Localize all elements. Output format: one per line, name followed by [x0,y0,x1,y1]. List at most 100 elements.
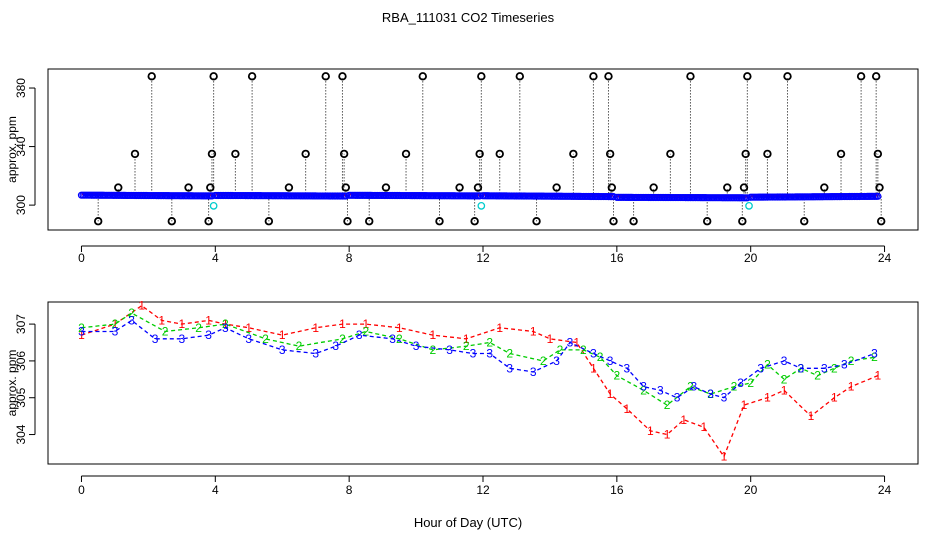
spike-marker [455,183,464,192]
spike-marker [167,217,177,226]
series-2-line [81,312,875,406]
series-3-marker: 3 [128,313,135,327]
spike-marker [365,217,374,226]
top-axes: 0 4 8 12 16 20 24 300 340 380 [14,78,892,265]
series-1-marker: 1 [429,328,436,342]
spike-marker [204,217,213,226]
series-2-marker: 2 [128,306,135,320]
spike-marker [206,183,215,192]
spike-marker [207,149,217,159]
series-1-marker: 1 [530,324,537,338]
bottom-y-tick-label: 306 [14,351,28,371]
series-1-marker: 1 [245,321,252,335]
series-3-marker: 3 [757,361,764,375]
series-1-marker: 1 [680,413,687,427]
top-x-tick-label: 20 [744,251,758,265]
series-1-marker: 1 [496,321,503,335]
calibration-point [477,202,486,210]
spike-marker [495,149,504,159]
spike-marker [876,217,886,226]
top-panel: 0 4 8 12 16 20 24 300 340 380 approx. ppm [5,68,919,265]
top-x-tick-label: 8 [346,251,353,265]
bottom-x-tick-label: 12 [476,483,490,497]
series-1-marker: 1 [112,317,119,331]
top-data-point [743,194,751,202]
series-1-marker: 1 [781,383,788,397]
top-x-tick-label: 4 [212,251,219,265]
series-3-marker: 3 [798,361,805,375]
spike-marker [589,72,598,81]
series-1-marker: 1 [607,387,614,401]
bottom-y-axis-label: approx. ppm [5,350,19,417]
series-2-marker: 2 [463,339,470,353]
series-1-marker: 1 [590,361,597,375]
spike-marker [609,217,618,226]
series-3-marker: 3 [590,347,597,361]
series-3-marker: 3 [553,354,560,368]
series-3-marker: 3 [821,361,828,375]
top-x-tick-label: 16 [610,251,624,265]
spike-marker [247,72,257,81]
series-2-marker: 2 [814,369,821,383]
top-y-tick-label: 340 [14,136,28,156]
series-3-marker: 3 [624,361,631,375]
bottom-x-tick-label: 16 [610,483,624,497]
spike-marker [856,72,866,81]
series-1-marker: 1 [78,328,85,342]
top-y-tick-label: 380 [14,78,28,98]
series-1-marker: 1 [363,317,370,331]
spike-marker [871,72,881,81]
spike-marker [130,149,140,159]
series-1-marker: 1 [875,369,882,383]
series-2-marker: 2 [78,321,85,335]
bottom-x-tick-label: 8 [346,483,353,497]
series-2-marker: 2 [540,354,547,368]
spike-marker [284,183,294,192]
spike-marker [515,72,525,81]
spike-marker [836,149,846,159]
spike-marker [231,149,240,159]
series-1-marker: 1 [222,317,229,331]
series-3-marker: 3 [112,324,119,338]
series-2-marker: 2 [222,317,229,331]
series-3-marker: 3 [657,383,664,397]
series-3-marker: 3 [389,332,396,346]
series-2-marker: 2 [687,380,694,394]
series-2-marker: 2 [339,332,346,346]
calibration-point [209,202,218,210]
series-3-marker: 3 [567,336,574,350]
series-3-marker: 3 [781,354,788,368]
series-2-marker: 2 [429,343,436,357]
top-data-point [476,192,484,200]
spike-marker [605,149,615,159]
series-1-marker: 1 [179,317,186,331]
series-1-marker: 1 [624,402,631,416]
series-3-marker: 3 [841,358,848,372]
series-1-marker: 1 [573,336,580,350]
series-3-marker: 3 [205,328,212,342]
spike-marker [800,217,809,226]
series-3-marker: 3 [245,332,252,346]
spike-marker [435,217,444,226]
spike-marker [470,217,479,226]
series-3-marker: 3 [640,380,647,394]
spike-marker [739,183,749,192]
top-data-point [208,192,216,200]
series-2-marker: 2 [614,369,621,383]
series-3-marker: 3 [179,332,186,346]
series-1-marker: 1 [848,380,855,394]
series-1-line [81,304,879,458]
series-2-marker: 2 [296,339,303,353]
spike-marker [321,72,330,81]
series-3-marker: 3 [332,339,339,353]
series-3-marker: 3 [506,361,513,375]
series-3-marker: 3 [78,324,85,338]
series-1-marker: 1 [463,332,470,346]
series-2-marker: 2 [664,398,671,412]
series-2-marker: 2 [871,350,878,364]
series-2-marker: 2 [363,324,370,338]
